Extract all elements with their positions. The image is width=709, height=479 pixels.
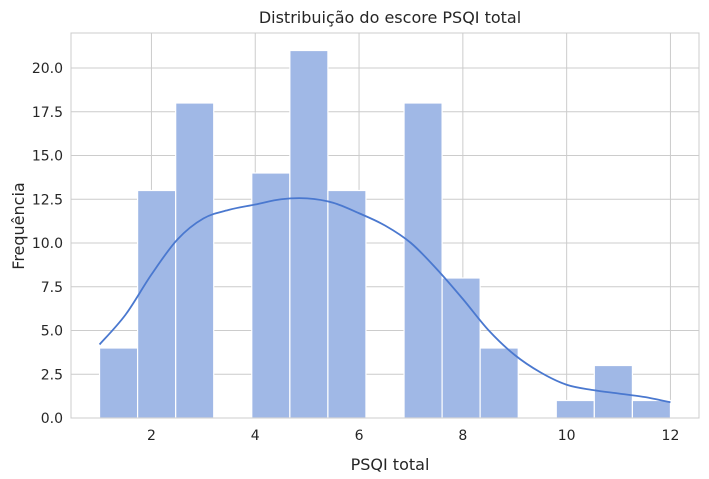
y-tick-label: 17.5 [32,105,63,121]
x-axis-label: PSQI total [351,455,430,474]
x-tick-label: 4 [251,428,260,444]
chart-title: Distribuição do escore PSQI total [259,8,521,27]
histogram-bar [555,399,595,419]
x-tick-label: 12 [662,428,680,444]
y-tick-label: 0.0 [41,411,63,427]
x-tick-label: 6 [355,428,364,444]
x-tick-label: 10 [558,428,576,444]
histogram-bar [441,277,481,419]
histogram-bar [631,399,672,419]
x-tick-labels: 2 4 6 8 10 12 [147,428,679,444]
y-tick-label: 2.5 [41,367,63,383]
y-tick-label: 5.0 [41,324,63,340]
histogram-bar [327,189,367,419]
histogram-bar [136,189,177,419]
y-tick-label: 12.5 [32,192,63,208]
y-tick-label: 7.5 [41,280,63,296]
histogram-bar [251,172,291,419]
y-tick-label: 15.0 [32,149,63,165]
y-tick-labels: 0.0 2.5 5.0 7.5 10.0 12.5 15.0 17.5 20.0 [32,61,63,427]
plot-frame [70,32,700,419]
y-tick-label: 20.0 [32,61,63,77]
y-tick-label: 10.0 [32,236,63,252]
histogram-bar [175,102,215,419]
x-tick-label: 8 [458,428,467,444]
y-axis-label: Frequência [9,182,28,269]
histogram-bar [479,347,519,419]
histogram-bars [98,49,672,419]
histogram-bar [98,347,139,419]
kde-curve [98,197,671,404]
x-tick-label: 2 [147,428,156,444]
histogram-bar [289,49,329,419]
histogram-bar [403,102,443,419]
